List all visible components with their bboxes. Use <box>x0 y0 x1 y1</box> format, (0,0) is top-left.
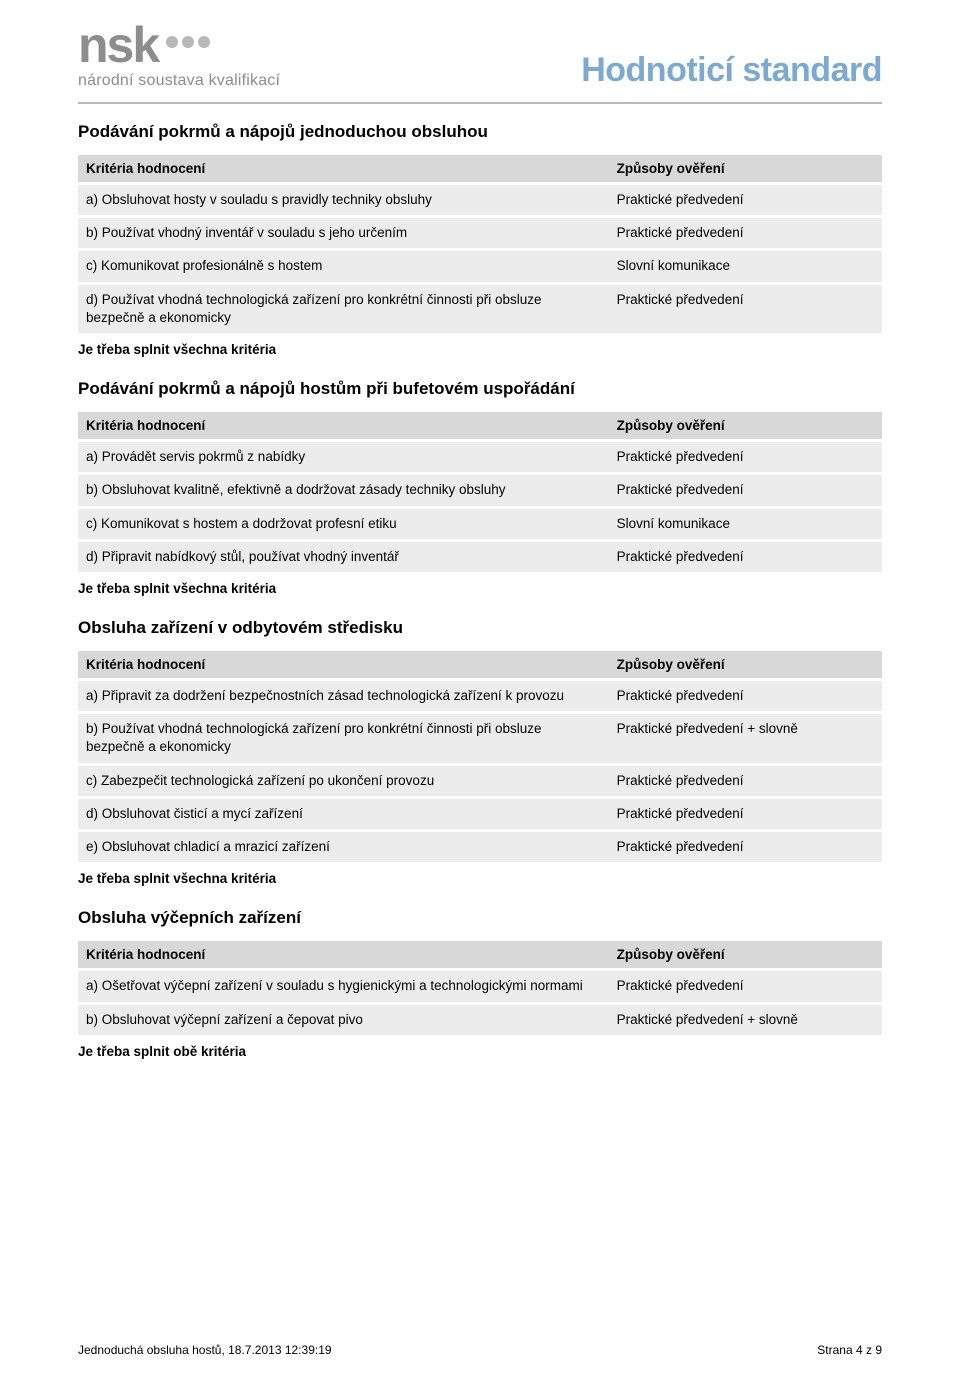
criterion-cell: a) Provádět servis pokrmů z nabídky <box>78 442 609 472</box>
criterion-cell: a) Připravit za dodržení bezpečnostních … <box>78 681 609 711</box>
section-note: Je třeba splnit všechna kritéria <box>78 342 882 357</box>
header: nsk národní soustava kvalifikací Hodnoti… <box>78 20 882 90</box>
table-row: a) Obsluhovat hosty v souladu s pravidly… <box>78 185 882 215</box>
criterion-cell: a) Ošetřovat výčepní zařízení v souladu … <box>78 971 609 1001</box>
table-row: b) Používat vhodná technologická zařízen… <box>78 714 882 762</box>
criteria-table: Kritéria hodnoceníZpůsoby ověřenía) Přip… <box>78 648 882 865</box>
criterion-cell: c) Komunikovat profesionálně s hostem <box>78 251 609 281</box>
logo-dots-icon <box>166 36 210 48</box>
section-title: Podávání pokrmů a nápojů jednoduchou obs… <box>78 122 882 142</box>
criterion-cell: b) Používat vhodný inventář v souladu s … <box>78 218 609 248</box>
col-header-method: Způsoby ověření <box>609 155 882 182</box>
col-header-criteria: Kritéria hodnocení <box>78 651 609 678</box>
table-row: c) Komunikovat profesionálně s hostemSlo… <box>78 251 882 281</box>
section-title: Podávání pokrmů a nápojů hostům při bufe… <box>78 379 882 399</box>
table-row: b) Obsluhovat výčepní zařízení a čepovat… <box>78 1005 882 1035</box>
table-row: d) Obsluhovat čisticí a mycí zařízeníPra… <box>78 799 882 829</box>
logo: nsk národní soustava kvalifikací <box>78 20 280 90</box>
col-header-method: Způsoby ověření <box>609 651 882 678</box>
section-title: Obsluha výčepních zařízení <box>78 908 882 928</box>
table-row: a) Provádět servis pokrmů z nabídkyPrakt… <box>78 442 882 472</box>
method-cell: Praktické předvedení <box>609 218 882 248</box>
footer-right: Strana 4 z 9 <box>817 1343 882 1357</box>
table-header-row: Kritéria hodnoceníZpůsoby ověření <box>78 651 882 678</box>
footer: Jednoduchá obsluha hostů, 18.7.2013 12:3… <box>78 1343 882 1357</box>
table-header-row: Kritéria hodnoceníZpůsoby ověření <box>78 155 882 182</box>
table-row: c) Komunikovat s hostem a dodržovat prof… <box>78 509 882 539</box>
criterion-cell: d) Používat vhodná technologická zařízen… <box>78 285 609 333</box>
method-cell: Slovní komunikace <box>609 509 882 539</box>
criterion-cell: d) Připravit nabídkový stůl, používat vh… <box>78 542 609 572</box>
criteria-table: Kritéria hodnoceníZpůsoby ověřenía) Ošet… <box>78 938 882 1037</box>
section-note: Je třeba splnit obě kritéria <box>78 1044 882 1059</box>
section-title: Obsluha zařízení v odbytovém středisku <box>78 618 882 638</box>
logo-top: nsk <box>78 20 280 70</box>
section-note: Je třeba splnit všechna kritéria <box>78 871 882 886</box>
method-cell: Praktické předvedení + slovně <box>609 714 882 762</box>
table-row: a) Připravit za dodržení bezpečnostních … <box>78 681 882 711</box>
criterion-cell: b) Používat vhodná technologická zařízen… <box>78 714 609 762</box>
table-header-row: Kritéria hodnoceníZpůsoby ověření <box>78 412 882 439</box>
section: Podávání pokrmů a nápojů jednoduchou obs… <box>78 122 882 357</box>
criterion-cell: e) Obsluhovat chladicí a mrazicí zařízen… <box>78 832 609 862</box>
col-header-method: Způsoby ověření <box>609 412 882 439</box>
sections-container: Podávání pokrmů a nápojů jednoduchou obs… <box>78 122 882 1059</box>
method-cell: Praktické předvedení <box>609 285 882 333</box>
method-cell: Praktické předvedení <box>609 542 882 572</box>
section-note: Je třeba splnit všechna kritéria <box>78 581 882 596</box>
method-cell: Slovní komunikace <box>609 251 882 281</box>
col-header-criteria: Kritéria hodnocení <box>78 941 609 968</box>
method-cell: Praktické předvedení <box>609 799 882 829</box>
criterion-cell: c) Zabezpečit technologická zařízení po … <box>78 766 609 796</box>
method-cell: Praktické předvedení <box>609 832 882 862</box>
table-row: b) Obsluhovat kvalitně, efektivně a dodr… <box>78 475 882 505</box>
table-row: d) Připravit nabídkový stůl, používat vh… <box>78 542 882 572</box>
col-header-criteria: Kritéria hodnocení <box>78 155 609 182</box>
logo-subtitle: národní soustava kvalifikací <box>78 72 280 90</box>
method-cell: Praktické předvedení <box>609 681 882 711</box>
method-cell: Praktické předvedení <box>609 475 882 505</box>
method-cell: Praktické předvedení <box>609 971 882 1001</box>
dot-icon <box>198 36 210 48</box>
section: Obsluha výčepních zařízení Kritéria hodno… <box>78 908 882 1058</box>
criterion-cell: a) Obsluhovat hosty v souladu s pravidly… <box>78 185 609 215</box>
table-row: a) Ošetřovat výčepní zařízení v souladu … <box>78 971 882 1001</box>
method-cell: Praktické předvedení <box>609 766 882 796</box>
page: nsk národní soustava kvalifikací Hodnoti… <box>0 0 960 1375</box>
table-row: b) Používat vhodný inventář v souladu s … <box>78 218 882 248</box>
dot-icon <box>166 36 178 48</box>
table-row: d) Používat vhodná technologická zařízen… <box>78 285 882 333</box>
table-row: e) Obsluhovat chladicí a mrazicí zařízen… <box>78 832 882 862</box>
dot-icon <box>182 36 194 48</box>
col-header-criteria: Kritéria hodnocení <box>78 412 609 439</box>
footer-left: Jednoduchá obsluha hostů, 18.7.2013 12:3… <box>78 1343 332 1357</box>
criterion-cell: d) Obsluhovat čisticí a mycí zařízení <box>78 799 609 829</box>
section: Podávání pokrmů a nápojů hostům při bufe… <box>78 379 882 596</box>
method-cell: Praktické předvedení <box>609 442 882 472</box>
criteria-table: Kritéria hodnoceníZpůsoby ověřenía) Prov… <box>78 409 882 575</box>
table-header-row: Kritéria hodnoceníZpůsoby ověření <box>78 941 882 968</box>
divider <box>78 102 882 104</box>
criteria-table: Kritéria hodnoceníZpůsoby ověřenía) Obsl… <box>78 152 882 336</box>
criterion-cell: b) Obsluhovat kvalitně, efektivně a dodr… <box>78 475 609 505</box>
page-title: Hodnoticí standard <box>581 51 882 90</box>
method-cell: Praktické předvedení + slovně <box>609 1005 882 1035</box>
method-cell: Praktické předvedení <box>609 185 882 215</box>
section: Obsluha zařízení v odbytovém středisku Kr… <box>78 618 882 886</box>
criterion-cell: c) Komunikovat s hostem a dodržovat prof… <box>78 509 609 539</box>
col-header-method: Způsoby ověření <box>609 941 882 968</box>
table-row: c) Zabezpečit technologická zařízení po … <box>78 766 882 796</box>
criterion-cell: b) Obsluhovat výčepní zařízení a čepovat… <box>78 1005 609 1035</box>
logo-text: nsk <box>78 20 158 70</box>
